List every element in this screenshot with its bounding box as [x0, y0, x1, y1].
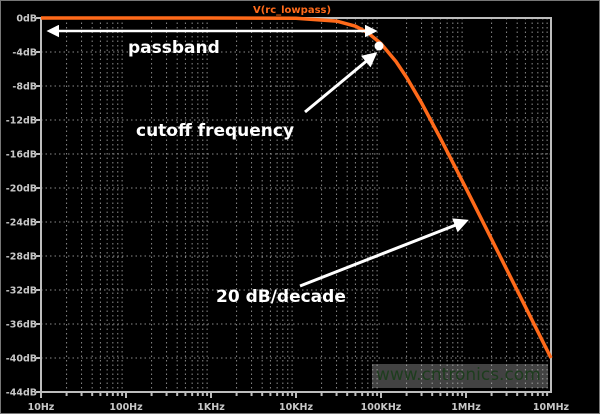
y-tick-label: -8dB — [12, 82, 37, 93]
y-tick-label: -28dB — [6, 252, 37, 263]
slope-label: 20 dB/decade — [216, 287, 346, 307]
tick-labels: 0dB -4dB -8dB -12dB -16dB -20dB -24dB -28dB -32d… — [6, 14, 570, 414]
y-tick-label: -16dB — [6, 150, 37, 161]
watermark: www.cntronics.com — [372, 364, 548, 388]
x-tick-label: 10Hz — [28, 402, 55, 413]
x-tick-label: 10KHz — [279, 402, 314, 413]
series-line — [41, 16, 553, 359]
y-tick-label: -20dB — [6, 184, 37, 195]
y-tick-label: 0dB — [16, 14, 37, 25]
passband-label: passband — [128, 38, 220, 58]
slope-arrow — [299, 218, 469, 288]
y-tick-label: -32dB — [6, 286, 37, 297]
chart-title: V(rc_lowpass) — [253, 5, 331, 16]
cutoff-point — [374, 41, 384, 51]
watermark-text: www.cntronics.com — [376, 365, 541, 385]
y-tick-label: -36dB — [6, 320, 37, 331]
x-tick-label: 100Hz — [109, 402, 143, 413]
x-tick-label: 100KHz — [361, 402, 402, 413]
cutoff-label: cutoff frequency — [136, 121, 294, 141]
y-tick-label: -44dB — [6, 388, 37, 399]
cutoff-arrow — [304, 52, 378, 114]
y-tick-label: -12dB — [6, 116, 37, 127]
y-tick-label: -4dB — [12, 48, 37, 59]
x-tick-label: 1KHz — [197, 402, 225, 413]
x-tick-label: 10MHz — [533, 402, 570, 413]
x-tick-label: 1MHz — [451, 402, 481, 413]
y-tick-label: -40dB — [6, 354, 37, 365]
y-tick-label: -24dB — [6, 218, 37, 229]
